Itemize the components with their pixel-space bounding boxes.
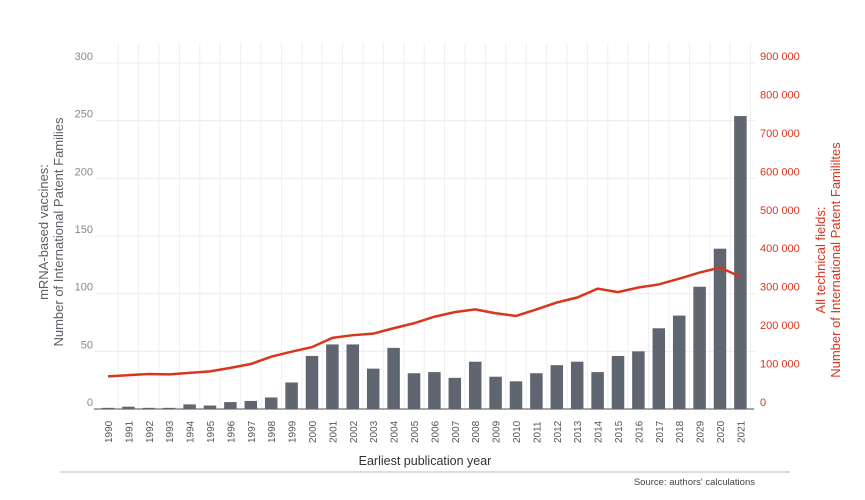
x-tick-label: 1995 — [206, 420, 217, 443]
x-tick-label: 1997 — [247, 420, 258, 443]
x-tick-label: 1999 — [288, 420, 299, 443]
bar-2007 — [448, 377, 462, 409]
x-axis-ticks: 1990 1991 1992 1993 1994 1995 1996 1997 1998 1999… — [104, 420, 747, 443]
x-axis-label: Earliest publication year — [359, 454, 492, 468]
x-tick-label: 1990 — [104, 420, 115, 443]
x-tick-label: 2001 — [328, 420, 339, 443]
bar-2003 — [366, 368, 380, 409]
left-axis-ticks: 0 50 100 150 200 250 300 — [75, 51, 93, 409]
right-axis-label-line2: Number of International Patent Famililte… — [828, 142, 843, 378]
x-tick-label: 2029 — [696, 420, 707, 443]
right-tick-label: 400 000 — [760, 243, 800, 255]
bar-1997 — [244, 400, 258, 409]
right-tick-label: 800 000 — [760, 89, 800, 101]
right-tick-label: 500 000 — [760, 205, 800, 217]
bar-1990 — [101, 407, 115, 409]
x-tick-label: 1993 — [165, 420, 176, 443]
right-axis-label-line1: All technical fields: — [813, 207, 828, 314]
bar-2004 — [387, 347, 400, 409]
x-tick-label: 1992 — [145, 420, 156, 443]
right-tick-label: 200 000 — [760, 320, 800, 332]
bar-2010 — [509, 381, 523, 409]
bar-1993 — [162, 407, 176, 409]
x-tick-label: 2018 — [675, 420, 686, 443]
x-tick-label: 2005 — [410, 420, 421, 443]
bar-2005 — [407, 373, 421, 409]
left-tick-label: 100 — [75, 282, 93, 294]
left-tick-label: 250 — [75, 109, 93, 121]
left-tick-label: 300 — [75, 51, 93, 63]
bar-1994 — [183, 404, 196, 409]
bar-2014 — [591, 372, 604, 409]
left-tick-label: 50 — [81, 339, 93, 351]
bar-1992 — [142, 407, 156, 409]
bars — [101, 116, 747, 409]
left-tick-label: 0 — [87, 397, 93, 409]
x-tick-label: 2000 — [308, 420, 319, 443]
right-tick-label: 700 000 — [760, 128, 800, 140]
x-tick-label: 1991 — [124, 420, 135, 443]
x-tick-label: 2012 — [553, 420, 564, 443]
x-tick-label: 2009 — [492, 420, 503, 443]
bar-2009 — [489, 376, 502, 409]
right-tick-label: 900 000 — [760, 51, 800, 63]
x-tick-label: 2013 — [573, 420, 584, 443]
x-tick-label: 2015 — [614, 420, 625, 443]
bar-2002 — [346, 344, 360, 409]
bar-2013 — [570, 361, 584, 409]
x-tick-label: 2003 — [369, 420, 380, 443]
bar-2012 — [550, 365, 564, 409]
bar-2029 — [693, 286, 706, 409]
x-tick-label: 1994 — [186, 420, 197, 443]
x-tick-label: 1996 — [226, 420, 237, 443]
bar-1991 — [122, 406, 135, 409]
x-tick-label: 2021 — [736, 420, 747, 443]
bar-2016 — [632, 351, 645, 409]
bar-1996 — [224, 402, 237, 409]
bar-1998 — [264, 397, 278, 409]
bar-1995 — [203, 405, 217, 409]
bar-2017 — [652, 328, 666, 409]
right-tick-label: 100 000 — [760, 359, 800, 371]
right-tick-label: 0 — [760, 397, 766, 409]
right-tick-label: 300 000 — [760, 282, 800, 294]
x-tick-label: 2004 — [390, 420, 401, 443]
x-tick-label: 2008 — [471, 420, 482, 443]
bar-1999 — [285, 382, 298, 409]
x-tick-label: 1998 — [267, 420, 278, 443]
bar-2015 — [611, 355, 625, 409]
bar-2000 — [305, 355, 319, 409]
left-axis-label-line1: mRNA-based vaccines: — [36, 164, 51, 300]
x-tick-label: 2011 — [532, 421, 543, 443]
bar-2018 — [672, 315, 686, 409]
bar-2020 — [713, 248, 727, 409]
bar-2011 — [530, 373, 543, 409]
x-tick-label: 2017 — [655, 420, 666, 443]
bar-2006 — [428, 372, 441, 409]
all-fields-line — [107, 266, 741, 378]
left-axis-label-line2: Number of International Patent Families — [51, 117, 66, 347]
x-tick-label: 2006 — [430, 420, 441, 443]
left-tick-label: 150 — [75, 224, 93, 236]
x-tick-label: 2007 — [451, 420, 462, 443]
bar-2021 — [734, 116, 747, 409]
x-tick-label: 2020 — [716, 420, 727, 443]
source-note: Source: authors' calculations — [634, 477, 755, 488]
right-tick-label: 600 000 — [760, 166, 800, 178]
x-tick-label: 2002 — [349, 420, 360, 443]
x-tick-label: 2010 — [512, 420, 523, 443]
left-tick-label: 200 — [75, 166, 93, 178]
bar-2001 — [326, 344, 339, 409]
x-tick-label: 2014 — [594, 420, 605, 443]
right-axis-ticks: 0 100 000 200 000 300 000 400 000 500 000 600 … — [760, 51, 800, 409]
bar-2008 — [468, 361, 482, 409]
x-tick-label: 2016 — [634, 420, 645, 443]
